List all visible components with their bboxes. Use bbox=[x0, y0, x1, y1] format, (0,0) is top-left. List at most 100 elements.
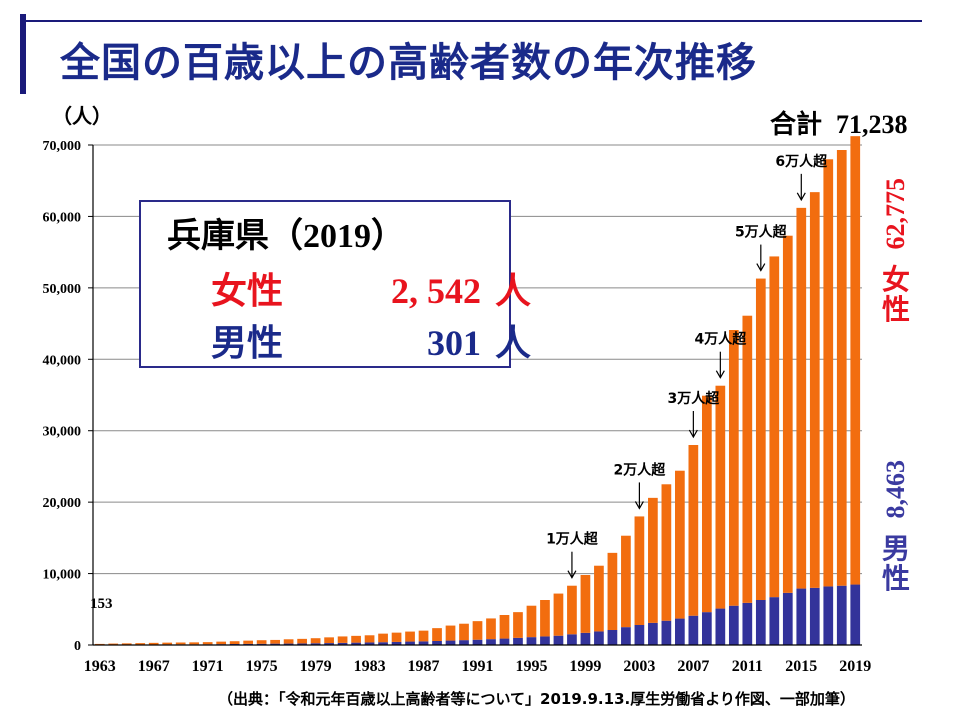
bar-female-1963 bbox=[94, 643, 105, 645]
page-title: 全国の百歳以上の高齢者数の年次推移 bbox=[60, 40, 757, 86]
bar-female-1984 bbox=[378, 633, 388, 643]
y-tick-label: 50,000 bbox=[43, 282, 82, 297]
bar-male-2018 bbox=[836, 585, 847, 645]
bar-female-1982 bbox=[351, 635, 361, 643]
bar-female-2000 bbox=[594, 565, 604, 632]
bar-female-1987 bbox=[418, 630, 429, 642]
y-axis-unit: （人） bbox=[52, 104, 112, 128]
bar-female-1978 bbox=[297, 638, 307, 644]
bar-female-2012 bbox=[755, 278, 766, 600]
bar-male-1981 bbox=[337, 642, 348, 645]
bar-female-2004 bbox=[648, 497, 658, 623]
title-rule bbox=[20, 20, 922, 22]
y-tick-label: 0 bbox=[74, 639, 81, 654]
bar-female-1966 bbox=[135, 643, 146, 645]
annotation-label: 6万人超 bbox=[775, 153, 828, 170]
annotation-arrowhead bbox=[715, 370, 725, 379]
bar-male-2005 bbox=[661, 620, 672, 645]
bar-male-1995 bbox=[526, 637, 537, 645]
bar-female-1970 bbox=[189, 642, 200, 645]
bar-female-1991 bbox=[472, 621, 483, 640]
male-side-caption: 男性 bbox=[881, 532, 910, 595]
bars bbox=[94, 136, 861, 645]
bar-female-2009 bbox=[715, 385, 726, 609]
bar-male-1992 bbox=[486, 639, 496, 645]
source-note: （出典：「令和元年百歳以上高齢者等について」2019.9.13.厚生労働省より作… bbox=[218, 690, 855, 708]
bar-female-1986 bbox=[405, 631, 415, 642]
x-tick-label: 1999 bbox=[569, 658, 601, 675]
bar-male-2004 bbox=[648, 622, 658, 645]
first-bar-value-label: 153 bbox=[90, 596, 113, 612]
male-total-value: 8,463 bbox=[881, 460, 911, 519]
x-tick-label: 1963 bbox=[84, 658, 116, 675]
bar-female-1994 bbox=[513, 612, 523, 638]
annotations: 1万人超 2万人超 3万人超 4万人超 5万人超 6万人超 bbox=[546, 153, 828, 579]
male-side-label: 8,463 男性 bbox=[876, 460, 916, 593]
y-tick-label: 20,000 bbox=[43, 496, 82, 511]
x-tick-label: 2003 bbox=[623, 658, 655, 675]
bar-male-1993 bbox=[499, 638, 510, 645]
x-tick-label: 1979 bbox=[300, 658, 332, 675]
bar-male-1976 bbox=[270, 643, 280, 645]
total-caption: 合計 bbox=[770, 110, 823, 140]
bar-male-1982 bbox=[351, 642, 361, 645]
info-male-label: 男性 bbox=[211, 323, 284, 364]
bar-male-1990 bbox=[459, 640, 469, 645]
bar-female-2015 bbox=[796, 207, 807, 589]
x-tick-label: 1967 bbox=[138, 658, 170, 675]
bar-male-2009 bbox=[715, 608, 726, 645]
bar-male-1999 bbox=[580, 632, 591, 645]
female-side-caption: 女性 bbox=[881, 263, 910, 326]
bar-female-2016 bbox=[809, 192, 820, 588]
bar-female-2017 bbox=[823, 159, 834, 587]
bar-male-2012 bbox=[755, 600, 766, 645]
bar-male-1989 bbox=[445, 640, 456, 645]
bar-male-1998 bbox=[567, 634, 577, 645]
bar-male-2014 bbox=[782, 592, 793, 645]
bar-male-1978 bbox=[297, 643, 307, 645]
info-title-year: 2019 bbox=[303, 218, 371, 255]
bar-female-2008 bbox=[701, 395, 712, 613]
total-label: 合計 71,238 bbox=[770, 104, 908, 141]
x-tick-label: 1987 bbox=[408, 658, 440, 675]
annotation-label: 1万人超 bbox=[546, 531, 599, 548]
bar-female-2014 bbox=[782, 235, 793, 593]
bar-female-1995 bbox=[526, 605, 537, 638]
bar-female-1998 bbox=[567, 585, 577, 635]
annotation-label: 5万人超 bbox=[735, 224, 788, 241]
bar-male-1984 bbox=[378, 642, 388, 645]
bar-female-1969 bbox=[175, 642, 186, 645]
bar-female-2005 bbox=[661, 484, 672, 621]
bar-female-1989 bbox=[445, 625, 456, 641]
bar-male-1988 bbox=[432, 641, 442, 645]
female-side-label: 62,775 女性 bbox=[876, 178, 916, 324]
annotation-label: 4万人超 bbox=[694, 331, 747, 348]
bar-male-1980 bbox=[324, 643, 334, 645]
bar-female-1999 bbox=[580, 575, 591, 633]
bar-male-2008 bbox=[701, 612, 712, 645]
bar-female-2011 bbox=[742, 315, 753, 603]
y-tick-label: 60,000 bbox=[43, 210, 82, 225]
bar-male-1975 bbox=[256, 643, 267, 645]
bar-male-1997 bbox=[553, 635, 564, 645]
bar-male-1994 bbox=[513, 637, 523, 645]
bar-male-1996 bbox=[540, 636, 550, 645]
x-tick-label: 2011 bbox=[732, 658, 763, 675]
bar-female-1979 bbox=[310, 638, 321, 644]
bar-female-2018 bbox=[836, 150, 847, 586]
bar-female-1964 bbox=[108, 643, 119, 645]
bar-male-2002 bbox=[621, 627, 631, 645]
bar-male-1991 bbox=[472, 639, 483, 645]
annotation-label: 3万人超 bbox=[667, 390, 720, 407]
bar-male-1987 bbox=[418, 641, 429, 645]
bar-female-1967 bbox=[148, 642, 159, 645]
bar-male-2011 bbox=[742, 602, 753, 645]
bar-male-2019 bbox=[850, 584, 861, 645]
bar-female-1996 bbox=[540, 600, 550, 637]
bar-female-1972 bbox=[216, 641, 227, 645]
bar-male-1983 bbox=[364, 642, 375, 645]
info-female-value: 2, 542 bbox=[391, 271, 481, 311]
x-tick-label: 1971 bbox=[192, 658, 224, 675]
info-title-suffix: ） bbox=[371, 216, 405, 256]
